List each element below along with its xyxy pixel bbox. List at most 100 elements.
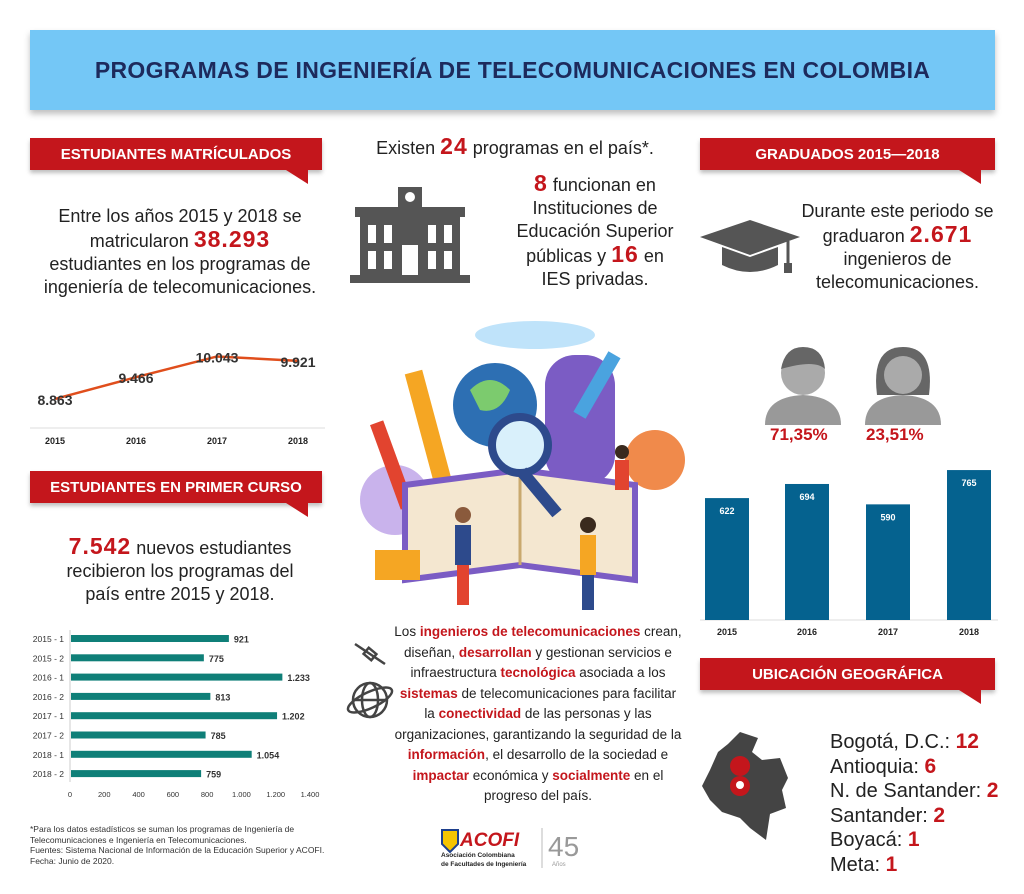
x-tick-label: 2018 [288, 436, 308, 446]
text: de telecomunicaciones para facilitar la [424, 685, 677, 722]
data-label: 8.863 [37, 392, 72, 408]
text-line: ingeniería de telecomunicaciones. [43, 277, 317, 297]
public-ies-count: 8 [534, 170, 548, 196]
y-tick-label: 2017 - 2 [33, 731, 64, 741]
enrolled-line-chart: 8.863 2015 9.466 2016 10.043 2017 9.921 2018 [30, 349, 325, 446]
x-tick-label: 2015 [45, 436, 65, 446]
text: y gestionan servicios e infraestructura [410, 644, 672, 681]
x-tick-label: 2016 [797, 627, 817, 637]
location-name: Meta: [830, 853, 881, 876]
education-illustration [360, 321, 685, 610]
location-item: Bogotá, D.C.: 12 [830, 730, 1020, 755]
highlight-text: conectividad [438, 706, 522, 721]
location-count: 2 [933, 803, 946, 827]
enrolled-text: Entre los años 2015 y 2018 se matricular… [30, 205, 330, 299]
graduates-text: Durante este periodo se graduaron 2.671 … [790, 200, 1005, 294]
text-line: nuevos estudiantes [136, 538, 292, 558]
location-count: 2 [986, 779, 999, 802]
x-tick-label: 2018 [959, 627, 979, 637]
y-tick-label: 2015 - 1 [33, 634, 64, 644]
bar [947, 470, 991, 620]
first-year-total: 7.542 [68, 533, 132, 559]
location-count: 12 [955, 730, 979, 753]
section-label-first-year: ESTUDIANTES EN PRIMER CURSO [30, 471, 322, 517]
graduates-total: 2.671 [909, 221, 973, 247]
title-banner: PROGRAMAS DE INGENIERÍA DE TELECOMUNICAC… [30, 30, 995, 110]
location-item: Boyacá: 1 [830, 828, 1020, 853]
x-tick-label: 2017 [207, 436, 227, 446]
data-label: 10.043 [196, 349, 239, 365]
data-label: 9.921 [280, 354, 315, 370]
footnote-line: Telecomunicaciones e Ingeniería en Telec… [30, 834, 247, 845]
text: de las personas y las organizaciones, ga… [394, 706, 682, 742]
bar [866, 504, 910, 620]
location-name: Santander: [830, 804, 928, 827]
text: crean, diseñan, [404, 624, 682, 660]
x-tick-label: 800 [201, 790, 214, 799]
bar [705, 498, 749, 620]
location-count: 1 [907, 828, 920, 851]
bar [71, 673, 283, 681]
x-tick-label: 200 [98, 790, 111, 799]
x-tick-label: 1.000 [232, 790, 251, 799]
section-label-graduates: GRADUADOS 2015—2018 [700, 138, 995, 184]
programs-count-text: Existen 24 programas en el país*. [340, 135, 690, 160]
data-label: 765 [961, 478, 976, 488]
page-title: PROGRAMAS DE INGENIERÍA DE TELECOMUNICAC… [94, 56, 931, 83]
location-item: Antioquia: 6 [830, 755, 1020, 780]
description-paragraph: Los ingenieros de telecomunicaciones cre… [393, 622, 683, 807]
footnote-line: *Para los datos estadísticos se suman lo… [30, 824, 295, 834]
male-percentage: 71,35% [770, 425, 828, 444]
footnote-line: Fecha: Junio de 2020. [30, 855, 115, 866]
section-label-enrolled: ESTUDIANTES MATRÍCULADOS [30, 138, 322, 184]
data-label: 813 [215, 692, 230, 702]
text: graduaron [822, 226, 905, 246]
data-label: 622 [719, 506, 734, 516]
location-list: Bogotá, D.C.: 12 Antioquia: 6 N. de Sant… [830, 730, 1020, 877]
first-year-text: 7.542 nuevos estudiantes recibieron los … [20, 535, 340, 606]
highlight-text: tecnológica [500, 665, 576, 680]
data-label: 785 [211, 731, 226, 741]
text: Instituciones de [532, 198, 658, 218]
satellite-globe-icon [346, 642, 394, 719]
x-tick-label: 0 [68, 790, 72, 799]
location-item: Santander: 2 [830, 804, 1020, 829]
x-tick-label: 1.400 [301, 790, 320, 799]
ies-text: 8 funcionan en Instituciones de Educació… [505, 172, 685, 291]
male-icon [765, 347, 841, 425]
y-tick-label: 2017 - 1 [33, 711, 64, 721]
logo-sub1: Asociación Colombiana [441, 852, 515, 859]
data-label: 590 [880, 512, 895, 522]
text-line: país entre 2015 y 2018. [85, 584, 275, 604]
text: Durante este periodo se [801, 201, 994, 221]
location-name: Boyacá: [830, 829, 903, 851]
data-label: 694 [799, 492, 814, 502]
text: públicas y [526, 246, 607, 266]
bar [71, 731, 206, 739]
location-item: Meta: 1 [830, 853, 1020, 878]
logo-anniversary: 45 [548, 831, 579, 862]
graduation-cap-icon [700, 220, 800, 273]
bar [785, 483, 829, 620]
x-tick-label: 1.200 [266, 790, 285, 799]
highlight-text: ingenieros de telecomunicaciones [419, 624, 641, 639]
location-count: 1 [885, 852, 898, 876]
text: Existen [376, 138, 436, 158]
female-percentage: 23,51% [866, 425, 924, 444]
data-label: 775 [209, 654, 224, 664]
colombia-map-icon [702, 732, 788, 840]
x-tick-label: 2015 [717, 627, 737, 637]
bar [71, 692, 211, 700]
highlight-text: información [407, 747, 486, 762]
highlight-text: sistemas [399, 685, 458, 701]
text: IES privadas. [541, 269, 649, 289]
text: telecomunicaciones. [815, 272, 980, 292]
female-icon [865, 347, 941, 425]
text-line: recibieron los programas del [66, 561, 294, 581]
bar [71, 654, 204, 662]
text: , el desarrollo de la sociedad e [485, 747, 669, 762]
text: Los [394, 624, 420, 639]
section-label-geography: UBICACIÓN GEOGRÁFICA [700, 658, 995, 704]
data-label: 1.233 [287, 673, 310, 683]
graduates-bar-chart: 622 2015 694 2016 590 2017 765 2018 [700, 470, 998, 637]
